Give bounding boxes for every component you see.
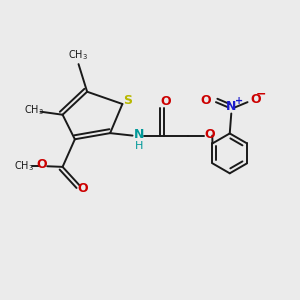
Text: O: O: [160, 95, 171, 108]
Text: CH$_3$: CH$_3$: [14, 159, 34, 172]
Text: N: N: [226, 100, 236, 113]
Text: N: N: [134, 128, 145, 142]
Text: O: O: [205, 128, 215, 141]
Text: O: O: [78, 182, 88, 196]
Text: +: +: [235, 96, 243, 106]
Text: S: S: [123, 94, 132, 107]
Text: O: O: [200, 94, 211, 107]
Text: CH$_3$: CH$_3$: [68, 49, 88, 62]
Text: H: H: [135, 141, 143, 151]
Text: O: O: [36, 158, 47, 171]
Text: O: O: [250, 93, 260, 106]
Text: CH$_3$: CH$_3$: [24, 103, 44, 117]
Text: −: −: [256, 87, 267, 100]
